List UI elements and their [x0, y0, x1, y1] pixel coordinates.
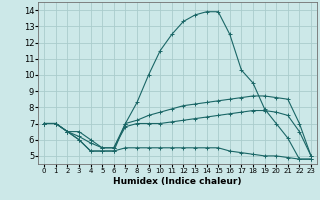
- X-axis label: Humidex (Indice chaleur): Humidex (Indice chaleur): [113, 177, 242, 186]
